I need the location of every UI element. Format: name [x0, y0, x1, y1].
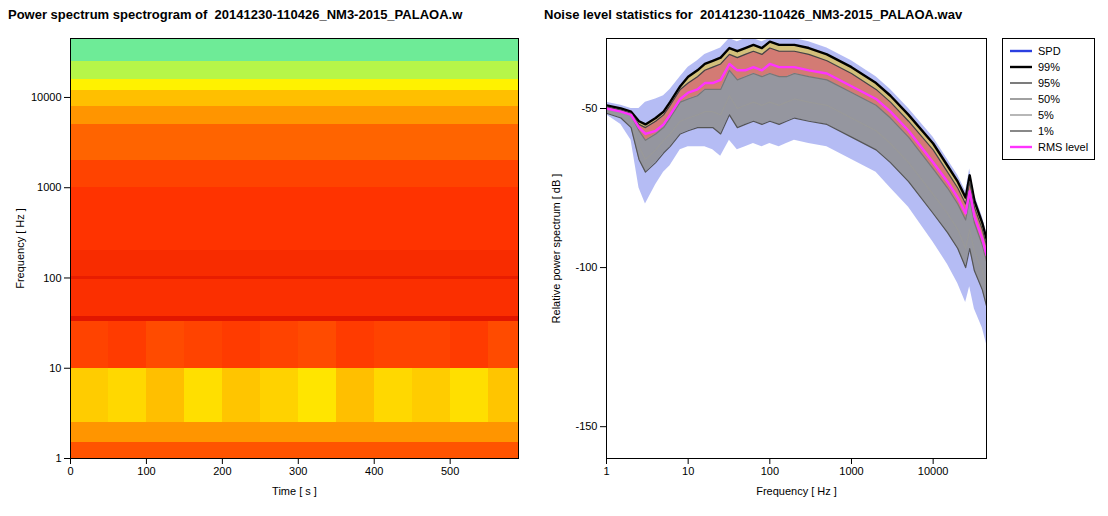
svg-text:Time [ s ]: Time [ s ]: [272, 485, 317, 497]
svg-text:-100: -100: [575, 261, 597, 273]
svg-text:400: 400: [365, 465, 383, 477]
svg-text:10: 10: [682, 465, 694, 477]
html-text:99%: 99%: [1038, 61, 1060, 73]
svg-text:500: 500: [441, 465, 459, 477]
svg-text:1: 1: [55, 452, 61, 464]
html-text:1%: 1%: [1038, 125, 1054, 137]
svg-text:10: 10: [49, 362, 61, 374]
svg-text:100: 100: [137, 465, 155, 477]
svg-text:0: 0: [67, 465, 73, 477]
svg-text:Frequency [ Hz ]: Frequency [ Hz ]: [14, 208, 26, 289]
svg-text:-50: -50: [582, 102, 598, 114]
html-text:Noise level statistics for 201: Noise level statistics for 20141230-1104…: [544, 7, 963, 22]
html-text:95%: 95%: [1038, 77, 1060, 89]
svg-text:Frequency [ Hz ]: Frequency [ Hz ]: [756, 485, 837, 497]
svg-text:1000: 1000: [839, 465, 863, 477]
svg-text:10000: 10000: [918, 465, 949, 477]
svg-text:-150: -150: [575, 420, 597, 432]
svg-text:10000: 10000: [31, 91, 62, 103]
html-text:50%: 50%: [1038, 93, 1060, 105]
svg-text:1000: 1000: [37, 181, 61, 193]
svg-text:200: 200: [213, 465, 231, 477]
svg-text:100: 100: [43, 271, 61, 283]
html-text:5%: 5%: [1038, 109, 1054, 121]
html-text:RMS level: RMS level: [1038, 141, 1089, 153]
svg-text:300: 300: [289, 465, 307, 477]
html-text:Power spectrum spectrogram of: Power spectrum spectrogram of 20141230-1…: [8, 7, 463, 22]
html-text:SPD: SPD: [1038, 45, 1061, 57]
svg-text:Relative power spectrum [ dB ]: Relative power spectrum [ dB ]: [550, 174, 562, 324]
svg-text:100: 100: [761, 465, 779, 477]
svg-text:1: 1: [603, 465, 609, 477]
